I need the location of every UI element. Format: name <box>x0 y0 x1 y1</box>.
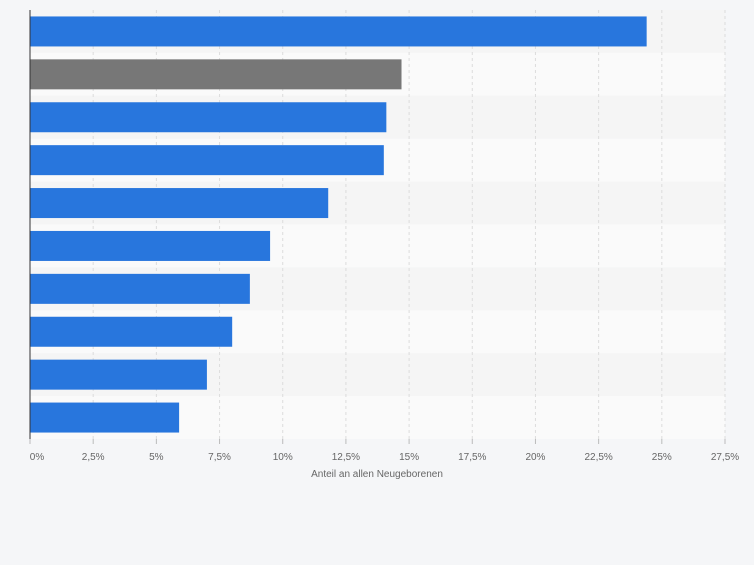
bar <box>30 316 233 347</box>
x-tick-label: 25% <box>652 452 672 463</box>
x-axis-label: Anteil an allen Neugeborenen <box>311 469 443 480</box>
x-tick-label: 12,5% <box>332 452 360 463</box>
bar <box>30 230 271 261</box>
bar <box>30 273 250 304</box>
x-tick-label: 0% <box>30 452 45 463</box>
bar <box>30 359 207 390</box>
bar <box>30 402 180 433</box>
x-tick-label: 22,5% <box>584 452 612 463</box>
bars <box>30 16 647 433</box>
x-axis-ticks: 0% 2,5% 5% 7,5% 10% 12,5% 15% 17,5% 20% 22,5% 25% 2… <box>29 439 739 463</box>
x-tick-label: 7,5% <box>208 452 231 463</box>
x-tick-label: 5% <box>149 452 164 463</box>
x-tick-label: 15% <box>399 452 419 463</box>
bar <box>30 16 647 47</box>
bar <box>30 59 402 90</box>
bar <box>30 102 387 133</box>
x-tick-label: 27,5% <box>711 452 739 463</box>
bar <box>30 145 384 176</box>
x-tick-label: 20% <box>525 452 545 463</box>
bar <box>30 188 329 219</box>
x-tick-label: 17,5% <box>458 452 486 463</box>
x-tick-label: 2,5% <box>82 452 105 463</box>
x-tick-label: 10% <box>273 452 293 463</box>
